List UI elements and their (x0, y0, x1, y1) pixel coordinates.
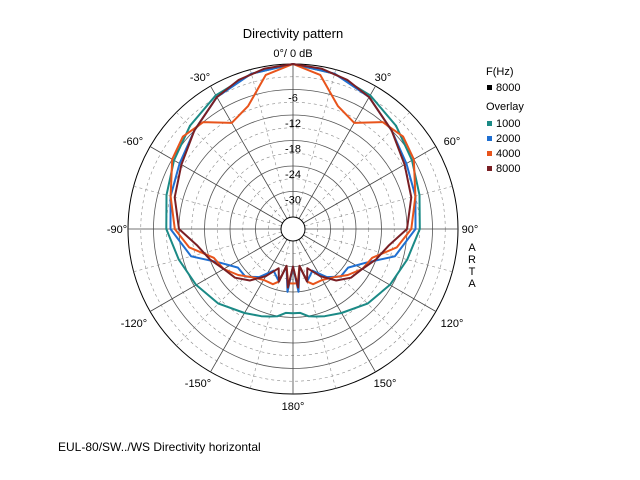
grid-spoke (176, 237, 285, 346)
side-text: A (468, 242, 476, 254)
radial-label: -18 (285, 144, 301, 156)
grid-spoke (298, 239, 376, 373)
angle-label: 180° (282, 401, 305, 413)
grid-spoke (301, 237, 410, 346)
angle-label: 90° (462, 224, 479, 236)
grid-spoke (250, 240, 291, 389)
legend-overlay-header: Overlay (486, 101, 524, 113)
angle-label: 60° (444, 136, 461, 148)
angle-label: -90° (107, 224, 127, 236)
top-label: 0°/ 0 dB (273, 48, 312, 60)
radial-label: -24 (285, 169, 301, 181)
center-hole (280, 216, 306, 242)
axis-labels: 0°/ 0 dB 30° 60° 90° 120° 150° 180° -150° -120° -… (107, 48, 478, 413)
legend-swatch (487, 121, 492, 126)
grid-spoke (210, 239, 288, 373)
radial-label: -30 (285, 195, 301, 207)
grid-spoke (210, 85, 288, 219)
chart-footer: EUL-80/SW../WS Directivity horizontal (58, 440, 261, 454)
legend-swatch (487, 136, 492, 141)
angle-label: 150° (374, 378, 397, 390)
series-group (165, 63, 421, 318)
legend-freq-header: F(Hz) (486, 66, 514, 78)
series-line-1000 (165, 63, 421, 318)
side-text: A (468, 278, 476, 290)
legend-swatch (487, 166, 492, 171)
side-text: R (468, 254, 476, 266)
angle-label: 30° (375, 72, 392, 84)
grid-spoke (303, 234, 437, 312)
grid-spoke (133, 231, 282, 272)
legend-overlay-label: 2000 (496, 133, 520, 145)
grid-spoke (295, 240, 336, 389)
radial-label: -12 (285, 118, 301, 130)
legend-overlay-label: 4000 (496, 148, 520, 160)
legend-overlay-label: 8000 (496, 163, 520, 175)
angle-label: -60° (123, 136, 143, 148)
grid-spoke (133, 186, 282, 227)
series-line-8000 (173, 63, 413, 289)
angle-label: -120° (121, 318, 147, 330)
radial-label: -6 (288, 93, 298, 105)
legend-overlay-label: 1000 (496, 118, 520, 130)
angle-label: -150° (185, 378, 211, 390)
legend-swatch (487, 151, 492, 156)
grid-spoke (250, 69, 291, 218)
legend: F(Hz) 8000 Overlay 1000 2000 4000 8000 (486, 66, 524, 175)
grid-spoke (149, 234, 283, 312)
angle-label: -30° (190, 72, 210, 84)
grid-spoke (304, 186, 453, 227)
legend-freq-label: 8000 (496, 82, 520, 94)
series-line-4000 (169, 63, 417, 286)
legend-swatch (487, 85, 492, 90)
side-text: T (469, 266, 476, 278)
grid-spoke (304, 231, 453, 272)
angle-label: 120° (441, 318, 464, 330)
grid-spoke (298, 85, 376, 219)
chart-title: Directivity pattern (243, 26, 343, 41)
grid-spoke (295, 69, 336, 218)
